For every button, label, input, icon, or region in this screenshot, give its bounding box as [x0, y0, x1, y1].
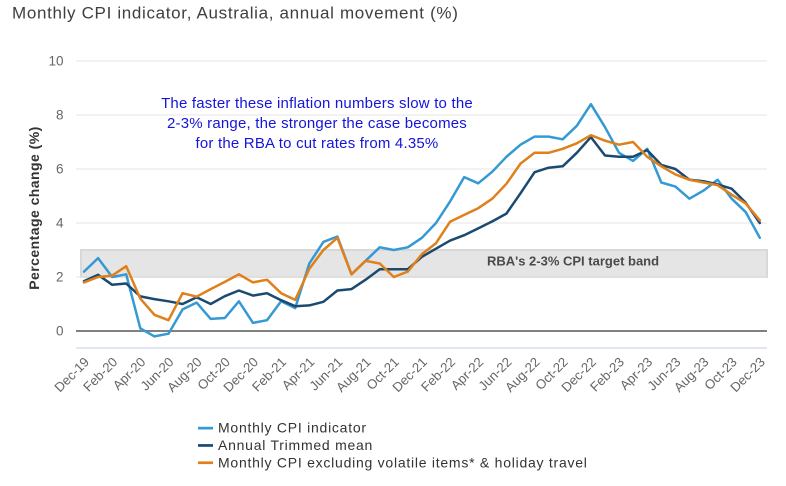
svg-text:The faster these inflation num: The faster these inflation numbers slow …	[161, 95, 473, 112]
svg-text:0: 0	[56, 324, 64, 339]
svg-text:for the RBA to cut rates from: for the RBA to cut rates from 4.35%	[196, 135, 439, 152]
svg-text:10: 10	[48, 54, 63, 69]
svg-text:Percentage change (%): Percentage change (%)	[26, 126, 42, 290]
svg-text:6: 6	[56, 162, 64, 177]
svg-text:2-3% range, the stronger the c: 2-3% range, the stronger the case become…	[167, 115, 467, 132]
svg-text:Monthly CPI indicator: Monthly CPI indicator	[218, 420, 367, 436]
svg-text:4: 4	[56, 216, 64, 231]
svg-text:Monthly CPI excluding volatile: Monthly CPI excluding volatile items* & …	[218, 454, 588, 470]
svg-text:8: 8	[56, 108, 64, 123]
svg-text:RBA's 2-3% CPI target band: RBA's 2-3% CPI target band	[487, 253, 659, 268]
svg-text:2: 2	[56, 270, 64, 285]
svg-text:Monthly CPI indicator, Austral: Monthly CPI indicator, Australia, annual…	[12, 3, 459, 22]
svg-text:Annual Trimmed mean: Annual Trimmed mean	[218, 437, 373, 453]
